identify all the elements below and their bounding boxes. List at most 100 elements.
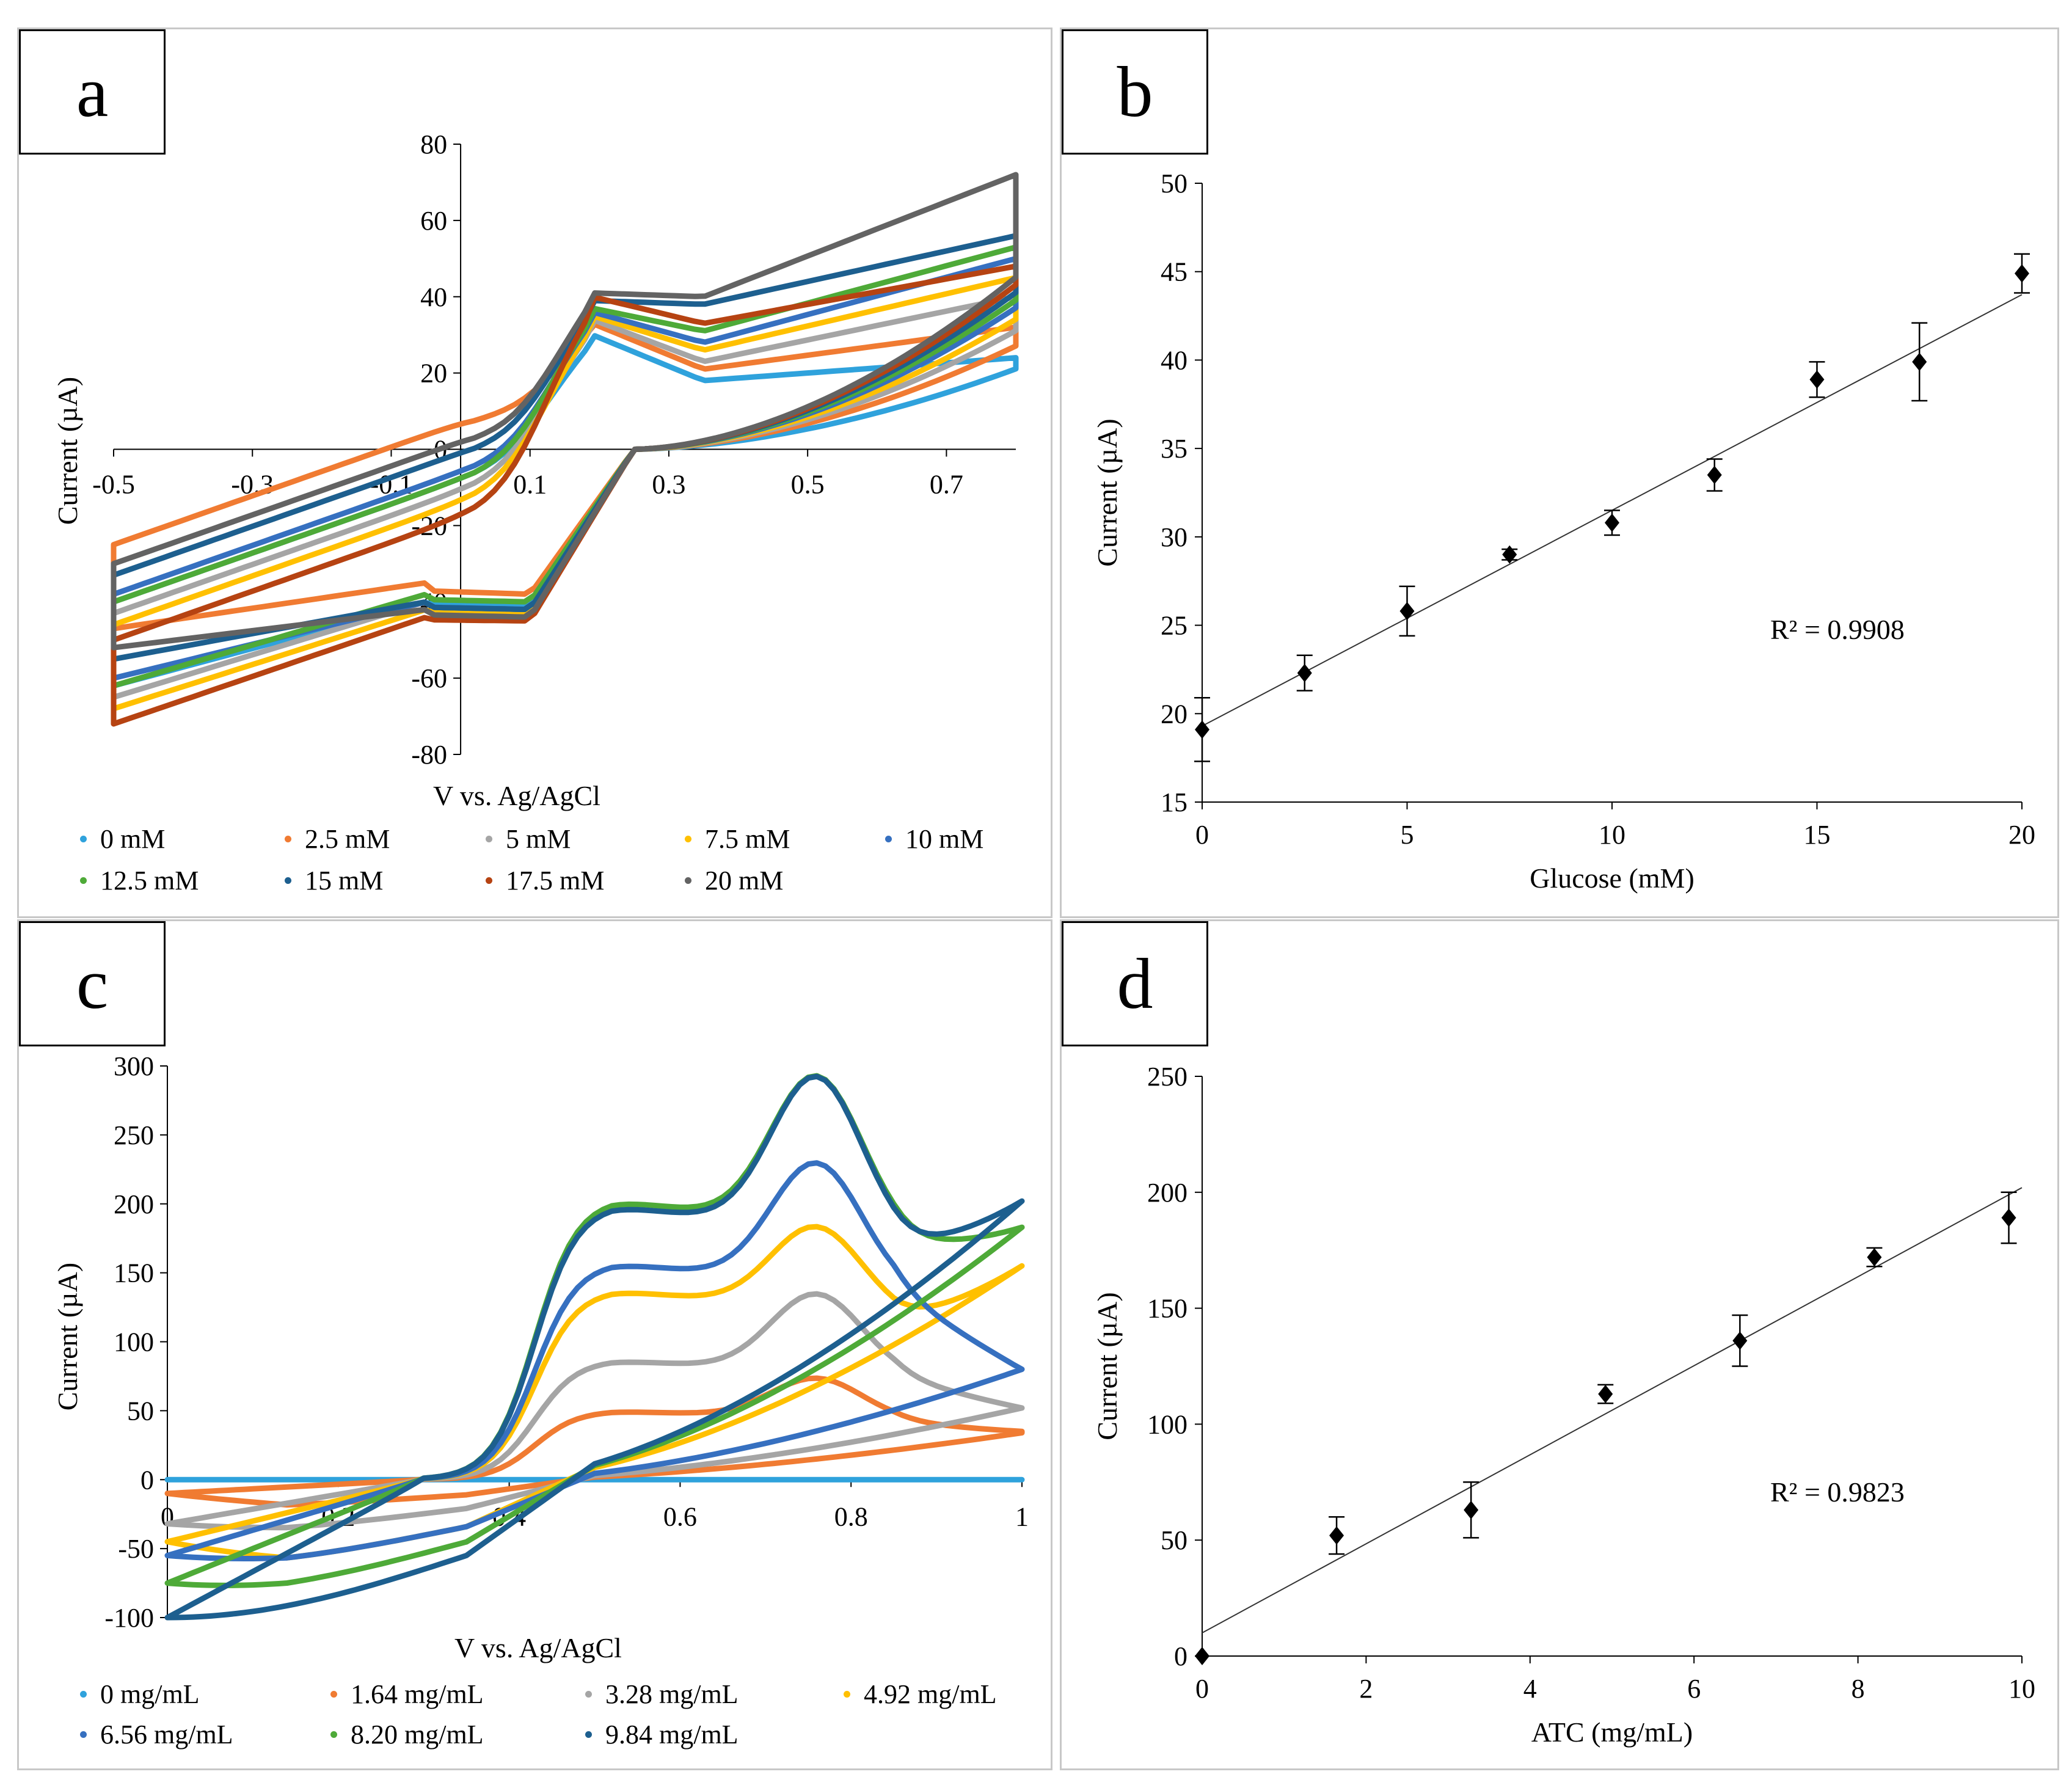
- x-tick-label: 6: [1687, 1674, 1701, 1704]
- y-tick-label: 40: [1161, 345, 1187, 375]
- legend-item: 17.5 mM: [486, 865, 604, 896]
- x-tick-label: 0.5: [791, 470, 825, 500]
- legend-label: 9.84 mg/mL: [605, 1720, 739, 1750]
- y-tick-label: 50: [1161, 1525, 1187, 1555]
- y-tick-label: -100: [104, 1603, 154, 1633]
- y-tick-label: 20: [1161, 699, 1187, 729]
- y-tick-label: 200: [1147, 1178, 1187, 1208]
- data-point: [2015, 264, 2029, 283]
- data-point: [1707, 465, 1722, 484]
- y-tick-label: 150: [114, 1258, 154, 1288]
- y-tick-label: 40: [420, 282, 447, 312]
- legend-item: 4.92 mg/mL: [844, 1679, 997, 1710]
- y-axis-title: Current (µA): [52, 377, 83, 525]
- r-squared-annotation: R² = 0.9823: [1770, 1476, 1905, 1508]
- y-tick-label: 35: [1161, 434, 1187, 464]
- x-tick-label: 4: [1523, 1674, 1537, 1704]
- legend-label: 8.20 mg/mL: [351, 1720, 484, 1750]
- y-tick-label: 300: [114, 1051, 154, 1081]
- data-point: [1297, 663, 1312, 682]
- chart-d: 250 200 150 100 50 00 2 4 6 8 10 ATC (mg/mL) Current…: [1092, 1062, 2035, 1748]
- data-point: [1912, 352, 1927, 371]
- panel-label-d: d: [1062, 921, 1208, 1046]
- panel-c: c 300 250 200 150 100 50 0 -50 -100 0 0.2 0.4 0.6 0.8…: [17, 919, 1052, 1770]
- legend-label: 20 mM: [705, 866, 784, 896]
- data-point: [1867, 1248, 1882, 1267]
- legend-item: 0 mM: [80, 823, 165, 855]
- panel-a: a 80 60 40 20 0 -20 -40 -60 -80 -0.5 -0.3 -0.1 0.1 0.…: [17, 27, 1052, 918]
- x-tick-label: 0.7: [930, 470, 963, 500]
- x-tick-label: 1: [1015, 1502, 1029, 1531]
- x-axis-title: ATC (mg/mL): [1531, 1717, 1693, 1748]
- x-tick-label: 0.1: [513, 470, 547, 500]
- cv-curve-7-5-mm: [111, 275, 1019, 712]
- y-tick-label: -60: [411, 663, 447, 693]
- legend-label: 12.5 mM: [100, 866, 199, 896]
- y-tick-label: 30: [1161, 522, 1187, 552]
- x-axis-title: V vs. Ag/AgCl: [433, 780, 600, 811]
- legend-label: 15 mM: [305, 866, 384, 896]
- x-tick-label: 10: [1599, 820, 1625, 850]
- legend-label: 3.28 mg/mL: [605, 1679, 739, 1709]
- legend-marker: [585, 1691, 592, 1698]
- x-tick-label: 0: [1195, 820, 1209, 850]
- cv-curve-10-mm: [111, 255, 1019, 681]
- x-axis-title: V vs. Ag/AgCl: [454, 1632, 622, 1663]
- y-tick-label: 200: [114, 1189, 154, 1219]
- x-tick-label: -0.5: [92, 470, 135, 500]
- legend-marker: [80, 1691, 87, 1698]
- legend-item: 5 mM: [486, 823, 571, 855]
- legend-marker: [486, 836, 492, 842]
- panel-b: b 50 45 40 35 30 25 20 15 0 5 10 15 20 Glucose (mM) Cu…: [1060, 27, 2059, 918]
- legend-label: 2.5 mM: [305, 824, 390, 854]
- x-tick-label: 0.3: [652, 470, 685, 500]
- legend-item: 15 mM: [285, 865, 383, 896]
- legend-label: 0 mM: [100, 824, 166, 854]
- cv-curve-2-5-mm: [111, 321, 1019, 632]
- y-tick-label: 0: [1174, 1641, 1187, 1671]
- x-axis-title: Glucose (mM): [1530, 863, 1694, 894]
- legend-marker: [685, 877, 691, 884]
- panel-label-a: a: [19, 29, 166, 155]
- legend-item: 12.5 mM: [80, 865, 199, 896]
- data-point: [1605, 513, 1619, 532]
- legend-marker: [80, 877, 87, 884]
- y-axis-title: Current (µA): [1092, 418, 1123, 566]
- legend-label: 4.92 mg/mL: [864, 1679, 997, 1709]
- y-tick-label: 15: [1161, 787, 1187, 817]
- cv-curve-20-mm: [111, 172, 1019, 651]
- legend-item: 0 mg/mL: [80, 1679, 200, 1710]
- y-tick-label: -50: [118, 1534, 154, 1564]
- x-tick-label: 20: [2008, 820, 2035, 850]
- cv-curve-15-mm: [111, 233, 1019, 662]
- y-axis-title: Current (µA): [1092, 1292, 1123, 1440]
- y-tick-label: 60: [420, 206, 447, 236]
- x-tick-label: 0.8: [834, 1502, 868, 1531]
- legend-marker: [80, 1731, 87, 1738]
- legend-item: 1.64 mg/mL: [330, 1679, 484, 1710]
- x-tick-label: 0: [1195, 1674, 1209, 1704]
- y-tick-label: 250: [1147, 1062, 1187, 1092]
- data-point: [1598, 1385, 1613, 1404]
- y-tick-label: 25: [1161, 611, 1187, 641]
- y-tick-label: 20: [420, 359, 447, 389]
- data-point: [2001, 1208, 2016, 1227]
- legend-label: 17.5 mM: [506, 866, 605, 896]
- x-tick-label: 15: [1804, 820, 1831, 850]
- legend-label: 6.56 mg/mL: [100, 1720, 233, 1750]
- data-point: [1329, 1526, 1344, 1545]
- legend-marker: [330, 1691, 337, 1698]
- legend-marker: [330, 1731, 337, 1738]
- legend-marker: [585, 1731, 592, 1738]
- y-tick-label: 250: [114, 1120, 154, 1150]
- data-point: [1195, 1647, 1209, 1665]
- legend-marker: [80, 836, 87, 842]
- y-tick-label: 150: [1147, 1294, 1187, 1324]
- y-tick-label: 0: [140, 1465, 154, 1495]
- y-tick-label: 100: [114, 1327, 154, 1357]
- legend-item: 6.56 mg/mL: [80, 1719, 233, 1750]
- panel-label-b: b: [1062, 29, 1208, 155]
- legend-label: 10 mM: [905, 824, 984, 854]
- y-tick-label: 100: [1147, 1409, 1187, 1439]
